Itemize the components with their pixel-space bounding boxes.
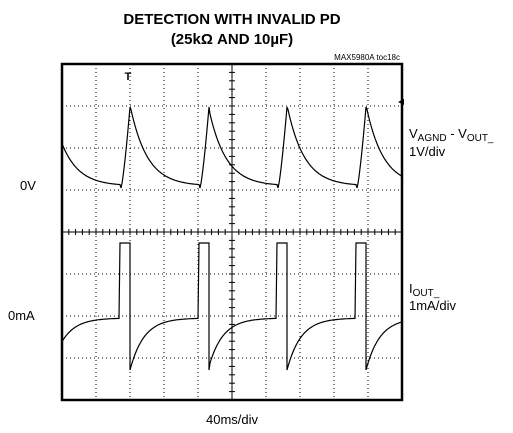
ch2-zero: 0mA	[8, 308, 35, 323]
ch1-scale: 1V/div	[409, 144, 446, 159]
trigger-marker: T	[125, 71, 132, 83]
subtitle: (25kΩ AND 10µF)	[171, 31, 293, 48]
title: DETECTION WITH INVALID PD	[123, 11, 340, 28]
ch2-name: IOUT_	[409, 281, 440, 299]
trace-ch2	[61, 242, 403, 371]
scope-screen	[60, 62, 404, 402]
ch1-name: VAGND - VOUT_	[409, 126, 494, 144]
figure-id: MAX5980A toc18c	[334, 53, 400, 62]
ch2-scale: 1mA/div	[409, 298, 456, 313]
trace-ch1	[61, 106, 403, 189]
ch1-zero: 0V	[20, 178, 36, 193]
timebase: 40ms/div	[206, 412, 259, 427]
level-marker	[398, 99, 404, 105]
